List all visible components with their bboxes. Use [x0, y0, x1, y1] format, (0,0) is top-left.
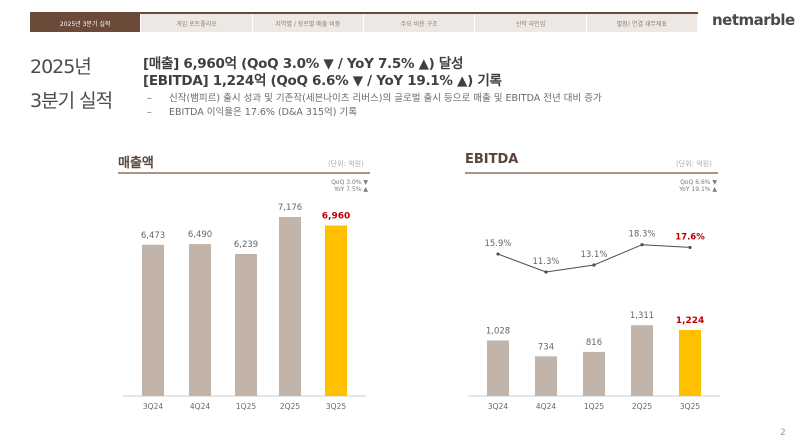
ebitda-bar-label: 1,028: [486, 326, 510, 336]
bullet-2: – EBITDA 이익율은 17.6% (D&A 315억) 기록: [147, 104, 357, 118]
revenue-divider: [118, 172, 370, 174]
ebitda-bar: [679, 329, 701, 396]
tab-appendix[interactable]: 별첨) 연결 재무제표: [586, 14, 698, 32]
yoy-note: YoY 19.1% ▲: [679, 186, 717, 193]
revenue-bar-label: 6,239: [234, 240, 258, 250]
ebitda-margin-label: 18.3%: [628, 230, 655, 240]
revenue-bar-label: 6,490: [188, 230, 212, 240]
tab-cost-structure[interactable]: 주요 비용 구조: [363, 14, 476, 32]
ebitda-margin-point: [544, 270, 548, 274]
page-number: 2: [780, 428, 786, 438]
bullet-text: EBITDA 이익율은 17.6% (D&A 315억) 기록: [169, 107, 357, 118]
revenue-bar-label: 6,473: [141, 231, 165, 241]
bullet-marker: –: [147, 93, 152, 104]
ebitda-margin-label: 11.3%: [532, 257, 559, 267]
ebitda-unit: (단위: 억원): [676, 160, 712, 168]
revenue-bar: [325, 225, 347, 396]
revenue-x-tick: 4Q24: [190, 402, 210, 411]
ebitda-divider: [465, 172, 718, 174]
ebitda-margin-label: 15.9%: [484, 239, 511, 249]
revenue-bar: [142, 244, 164, 396]
ebitda-margin-point: [688, 245, 692, 250]
qoq-note: QoQ 3.0% ▼: [331, 179, 368, 186]
ebitda-bar: [631, 325, 653, 396]
bullet-text: 신작(뱀피르) 출시 성과 및 기존작(세븐나이츠 리버스)의 글로벌 출시 등…: [169, 93, 602, 104]
ebitda-bar-label: 1,311: [630, 311, 654, 321]
bullet-marker: –: [147, 107, 152, 118]
revenue-bar-label: 6,960: [322, 212, 350, 222]
ebitda-x-tick: 3Q24: [488, 402, 508, 411]
yoy-note: YoY 7.5% ▲: [334, 186, 368, 193]
revenue-chart-title: 매출액: [118, 156, 154, 171]
page-title-year: 2025년: [30, 56, 92, 78]
headline-ebitda: [EBITDA] 1,224억 (QoQ 6.6% ▼ / YoY 19.1% …: [143, 73, 502, 89]
ebitda-margin-point: [592, 263, 596, 267]
bullet-1: – 신작(뱀피르) 출시 성과 및 기존작(세븐나이츠 리버스)의 글로벌 출시 …: [147, 90, 602, 104]
netmarble-logo: netmarble: [712, 11, 795, 29]
revenue-x-tick: 3Q24: [143, 402, 163, 411]
ebitda-margin-point: [640, 243, 644, 247]
revenue-x-tick: 3Q25: [326, 402, 346, 411]
revenue-unit: (단위: 억원): [328, 160, 364, 168]
tab-game-portfolio[interactable]: 게임 포트폴리오: [141, 14, 253, 32]
revenue-bar: [279, 216, 301, 396]
ebitda-margin-label: 17.6%: [675, 232, 705, 242]
ebitda-bar-label: 734: [538, 342, 554, 352]
top-nav: 2025년 3분기 실적 게임 포트폴리오 지역별 / 장르별 매출 비중 주요…: [30, 12, 698, 32]
ebitda-bar: [487, 340, 509, 396]
ebitda-margin-label: 13.1%: [580, 250, 607, 260]
tab-region-genre[interactable]: 지역별 / 장르별 매출 비중: [252, 14, 364, 32]
ebitda-growth-note: QoQ 6.6% ▼ YoY 19.1% ▲: [645, 179, 717, 193]
qoq-note: QoQ 6.6% ▼: [680, 179, 717, 186]
ebitda-margin-point: [496, 252, 500, 256]
revenue-growth-note: QoQ 3.0% ▼ YoY 7.5% ▲: [300, 179, 368, 193]
headline-revenue: [매출] 6,960억 (QoQ 3.0% ▼ / YoY 7.5% ▲) 달성: [143, 56, 464, 72]
ebitda-x-tick: 4Q24: [536, 402, 556, 411]
revenue-x-tick: 2Q25: [280, 402, 300, 411]
ebitda-x-tick: 3Q25: [680, 402, 700, 411]
ebitda-chart-title: EBITDA: [465, 152, 519, 167]
ebitda-x-tick: 1Q25: [584, 402, 604, 411]
revenue-x-tick: 1Q25: [236, 402, 256, 411]
ebitda-x-tick: 2Q25: [632, 402, 652, 411]
ebitda-bar-label: 816: [586, 338, 602, 348]
tab-new-lineup[interactable]: 신작 라인업: [475, 14, 587, 32]
revenue-bar: [189, 244, 211, 396]
tab-q3-results[interactable]: 2025년 3분기 실적: [30, 14, 142, 32]
revenue-bar: [235, 253, 257, 396]
revenue-bar-label: 7,176: [278, 203, 302, 213]
ebitda-bar: [535, 356, 557, 396]
page-title-quarter: 3분기 실적: [30, 90, 113, 112]
ebitda-bar: [583, 351, 605, 396]
ebitda-bar-label: 1,224: [676, 316, 704, 326]
